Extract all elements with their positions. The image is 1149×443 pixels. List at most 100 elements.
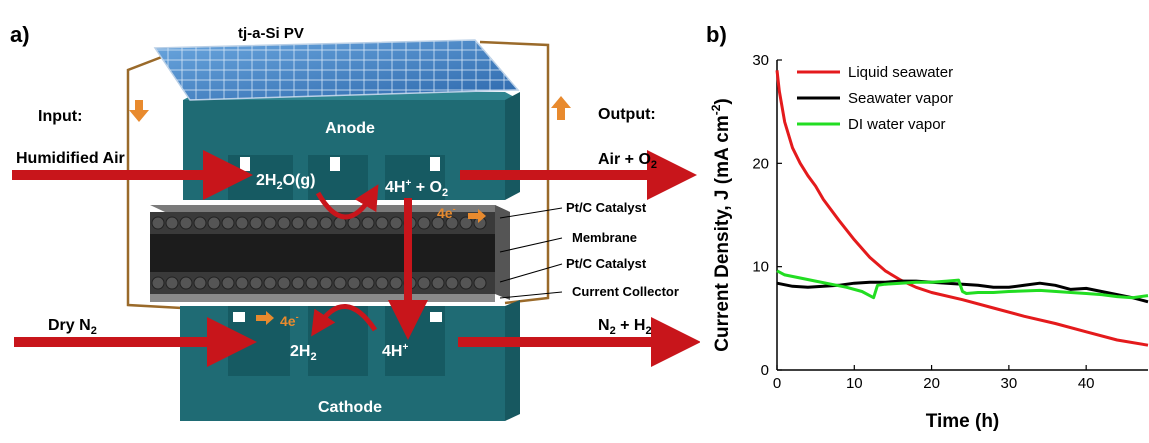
legend-label: Liquid seawater bbox=[848, 64, 953, 81]
panel-a-label: a) bbox=[10, 22, 30, 47]
catalyst-bead bbox=[179, 216, 193, 230]
current-down-arrow bbox=[129, 100, 149, 122]
anode-electron-label: 4e- bbox=[437, 204, 456, 221]
x-tick-label: 30 bbox=[1001, 375, 1018, 392]
catalyst-bead bbox=[151, 276, 165, 290]
gas-flow-arrows bbox=[12, 150, 701, 367]
x-tick-label: 20 bbox=[923, 375, 940, 392]
air-oxygen-outlet-label: Air + O2 bbox=[598, 151, 657, 171]
series-line-di-water-vapor bbox=[776, 269, 1149, 300]
input-label: Input: bbox=[38, 108, 82, 125]
pv-label: tj-a-Si PV bbox=[238, 25, 304, 42]
catalyst-bead bbox=[235, 216, 249, 230]
cathode-electron-arrow bbox=[256, 311, 274, 325]
catalyst-bead bbox=[179, 276, 193, 290]
current-direction-arrows bbox=[129, 96, 571, 122]
y-tick-label: 20 bbox=[752, 155, 769, 172]
series-line-liquid-seawater bbox=[775, 70, 1149, 347]
electrolyzer-diagram-panel: a) Anode tj-a-Si PV bbox=[10, 22, 701, 421]
catalyst-bead bbox=[263, 276, 277, 290]
legend-label: Seawater vapor bbox=[848, 90, 953, 107]
catalyst-bead bbox=[235, 276, 249, 290]
catalyst-bead bbox=[375, 216, 389, 230]
catalyst-bead bbox=[417, 216, 431, 230]
pv-panel bbox=[153, 39, 520, 101]
layer-callouts bbox=[499, 207, 563, 299]
catalyst-bead bbox=[165, 276, 179, 290]
catalyst-bead bbox=[165, 216, 179, 230]
anode-label: Anode bbox=[325, 120, 375, 137]
catalyst-bead bbox=[417, 276, 431, 290]
catalyst-bead bbox=[375, 276, 389, 290]
current-collector-callout: Current Collector bbox=[572, 284, 679, 299]
catalyst-bead bbox=[305, 216, 319, 230]
panel-b-label: b) bbox=[706, 22, 727, 47]
humidified-air-label: Humidified Air bbox=[16, 150, 125, 167]
catalyst-bead bbox=[459, 216, 473, 230]
anode-electron-arrow bbox=[468, 209, 486, 223]
water-oxidation-curve-arrow bbox=[315, 184, 379, 220]
catalyst-bead bbox=[389, 276, 403, 290]
current-collector-layer bbox=[150, 294, 495, 302]
catalyst-bead bbox=[333, 276, 347, 290]
catalyst-bead bbox=[207, 276, 221, 290]
catalyst-bead bbox=[207, 216, 221, 230]
current-density-chart-panel: b) 0 10 20 30 40 0 10 20 30 Liquid seawater Seawa… bbox=[700, 0, 1149, 438]
catalyst-bead bbox=[221, 216, 235, 230]
x-tick-label: 40 bbox=[1078, 375, 1095, 392]
chart-legend: Liquid seawater Seawater vapor DI water va… bbox=[797, 64, 953, 133]
hydrogen-product-label: 2H2 bbox=[290, 343, 317, 363]
catalyst-bead bbox=[445, 276, 459, 290]
catalyst-bead bbox=[445, 216, 459, 230]
catalyst-bottom-callout: Pt/C Catalyst bbox=[566, 256, 647, 271]
cathode-label: Cathode bbox=[318, 399, 382, 416]
catalyst-bead bbox=[473, 276, 487, 290]
membrane-layer bbox=[150, 234, 495, 272]
output-label: Output: bbox=[598, 106, 656, 123]
electrolyzer-diagram: a) Anode tj-a-Si PV bbox=[10, 22, 701, 421]
anode-block bbox=[183, 92, 520, 200]
x-axis-label: Time (h) bbox=[926, 411, 1000, 432]
catalyst-bead bbox=[249, 276, 263, 290]
catalyst-beads-top bbox=[151, 216, 487, 230]
catalyst-bead bbox=[319, 216, 333, 230]
catalyst-bead bbox=[361, 216, 375, 230]
catalyst-bead bbox=[361, 276, 375, 290]
catalyst-bead bbox=[221, 276, 235, 290]
catalyst-bead bbox=[291, 216, 305, 230]
catalyst-bead bbox=[431, 216, 445, 230]
catalyst-bead bbox=[193, 276, 207, 290]
catalyst-top-callout: Pt/C Catalyst bbox=[566, 200, 647, 215]
catalyst-bead bbox=[277, 276, 291, 290]
catalyst-bead bbox=[277, 216, 291, 230]
dry-nitrogen-label: Dry N2 bbox=[48, 317, 97, 337]
catalyst-bead bbox=[347, 276, 361, 290]
catalyst-beads-bottom bbox=[151, 276, 487, 290]
cathode-electron-label: 4e- bbox=[280, 312, 299, 329]
y-axis-label: Current Density, J (mA cm-2) bbox=[709, 98, 733, 352]
current-up-arrow bbox=[551, 96, 571, 120]
catalyst-bead bbox=[263, 216, 277, 230]
nitrogen-hydrogen-outlet-label: N2 + H2 bbox=[598, 317, 652, 337]
catalyst-bead bbox=[193, 216, 207, 230]
catalyst-bead bbox=[389, 216, 403, 230]
catalyst-bead bbox=[431, 276, 445, 290]
current-density-chart: b) 0 10 20 30 40 0 10 20 30 Liquid seawater Seawa… bbox=[706, 22, 1149, 432]
chart-series bbox=[775, 70, 1149, 347]
water-vapor-reactant-label: 2H2O(g) bbox=[256, 172, 315, 192]
catalyst-bead bbox=[249, 216, 263, 230]
proton-reactant-label: 4H+ bbox=[382, 342, 408, 360]
y-tick-label: 30 bbox=[752, 52, 769, 69]
y-tick-label: 10 bbox=[752, 259, 769, 276]
catalyst-bead bbox=[151, 216, 165, 230]
x-tick-label: 10 bbox=[846, 375, 863, 392]
membrane-stack bbox=[150, 205, 510, 302]
catalyst-bead bbox=[305, 276, 319, 290]
legend-label: DI water vapor bbox=[848, 116, 946, 133]
hydrogen-evolution-curve-arrow bbox=[311, 304, 378, 337]
x-tick-label: 0 bbox=[773, 375, 781, 392]
catalyst-bead bbox=[459, 276, 473, 290]
catalyst-bead bbox=[291, 276, 305, 290]
proton-oxygen-product-label: 4H+ + O2 bbox=[385, 178, 448, 199]
catalyst-bead bbox=[319, 276, 333, 290]
